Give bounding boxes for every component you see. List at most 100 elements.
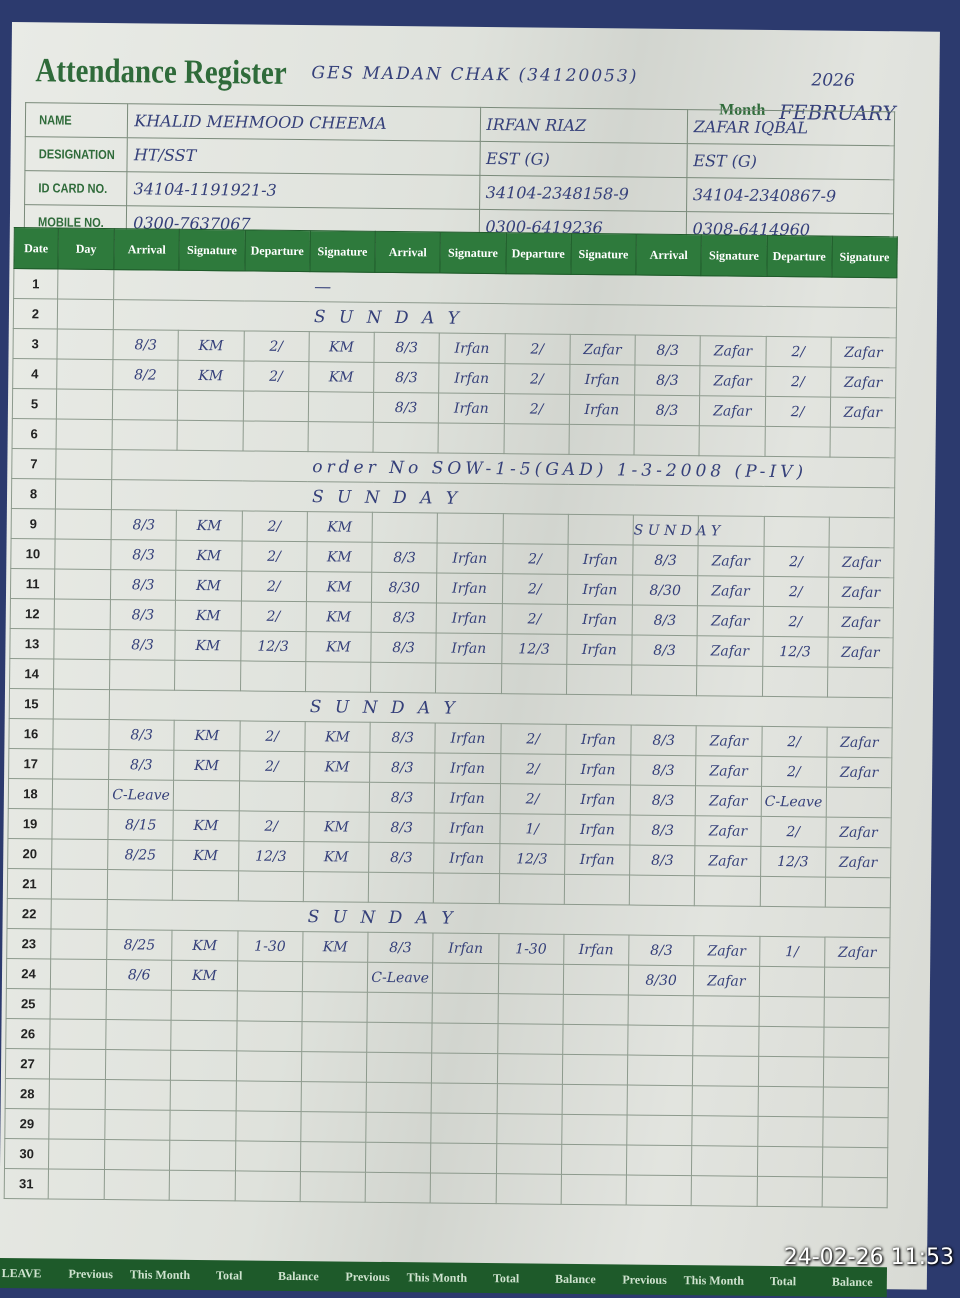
attendance-cell: Zafar xyxy=(824,937,890,968)
day-cell xyxy=(52,718,110,750)
attendance-cell: 8/3 xyxy=(371,602,437,633)
attendance-cell: Irfan xyxy=(564,784,631,816)
column-header-signature: Signature xyxy=(309,230,376,273)
day-cell xyxy=(50,958,107,990)
attendance-cell xyxy=(302,961,368,993)
column-header-departure: Departure xyxy=(766,235,833,278)
day-cell xyxy=(52,778,109,810)
attendance-cell xyxy=(562,1054,628,1086)
attendance-cell: Zafar xyxy=(826,757,892,788)
date-cell: 18 xyxy=(8,778,53,809)
attendance-cell: Zafar xyxy=(694,845,761,877)
attendance-cell: 2/ xyxy=(503,393,570,425)
day-cell xyxy=(49,1048,106,1080)
attendance-cell xyxy=(502,513,569,545)
attendance-cell xyxy=(692,1055,759,1087)
date-cell: 24 xyxy=(6,958,51,989)
attendance-cell xyxy=(699,425,765,457)
attendance-cell: 8/3 xyxy=(110,539,177,571)
row-note: S U N D A Y xyxy=(311,486,462,509)
attendance-cell xyxy=(561,1114,628,1145)
attendance-cell xyxy=(104,1169,170,1201)
attendance-cell: KM xyxy=(306,541,373,573)
row-note: order No SOW-1-5(GAD) 1-3-2008 (P-IV) xyxy=(312,456,808,482)
attendance-cell xyxy=(824,967,890,998)
attendance-cell: 12/3 xyxy=(762,636,828,668)
attendance-cell xyxy=(497,993,564,1025)
attendance-cell xyxy=(366,1022,433,1053)
attendance-cell: Irfan xyxy=(565,724,632,756)
date-cell: 31 xyxy=(4,1168,49,1199)
row-note: S U N D A Y xyxy=(313,306,464,329)
date-cell: 22 xyxy=(7,898,52,929)
attendance-cell xyxy=(366,1052,432,1083)
attendance-cell xyxy=(829,427,896,458)
day-cell xyxy=(51,838,108,870)
column-header-date: Date xyxy=(13,227,59,269)
date-cell: 19 xyxy=(7,808,53,839)
attendance-cell: 8/30 xyxy=(371,572,438,603)
attendance-cell: 8/3 xyxy=(110,569,177,601)
attendance-cell: 2/ xyxy=(499,783,566,815)
attendance-cell xyxy=(827,667,893,698)
attendance-cell xyxy=(174,660,241,691)
attendance-cell: 2/ xyxy=(501,603,568,635)
attendance-cell xyxy=(236,990,303,1022)
attendance-cell: Zafar xyxy=(828,577,894,608)
attendance-cell xyxy=(495,1173,562,1205)
attendance-cell: Irfan xyxy=(567,574,633,606)
attendance-cell: KM xyxy=(175,630,241,661)
attendance-cell xyxy=(433,872,500,904)
attendance-cell: Zafar xyxy=(695,815,761,847)
attendance-cell: 8/3 xyxy=(373,362,440,393)
column-header-signature: Signature xyxy=(179,229,245,271)
attendance-cell: 2/ xyxy=(765,336,831,368)
attendance-cell xyxy=(500,663,567,695)
day-cell xyxy=(48,1138,105,1170)
day-cell xyxy=(54,568,111,600)
attendance-cell: Irfan xyxy=(438,392,505,424)
day-cell xyxy=(55,448,113,480)
attendance-cell xyxy=(235,1080,302,1112)
attendance-cell xyxy=(757,1086,824,1118)
attendance-cell: C-Leave xyxy=(760,786,827,818)
attendance-cell xyxy=(692,1085,758,1117)
attendance-cell: KM xyxy=(305,631,372,663)
attendance-cell xyxy=(300,1081,367,1113)
attendance-cell: Irfan xyxy=(434,782,501,814)
attendance-cell xyxy=(627,1085,693,1116)
attendance-cell xyxy=(692,1115,758,1147)
attendance-cell: KM xyxy=(172,840,239,871)
attendance-cell: 8/3 xyxy=(634,335,701,366)
date-cell: 7 xyxy=(11,448,57,479)
attendance-cell: Zafar xyxy=(825,847,891,878)
attendance-cell: KM xyxy=(177,360,244,391)
attendance-cell: 2/ xyxy=(241,510,308,542)
attendance-cell xyxy=(365,1172,431,1203)
attendance-cell xyxy=(432,992,498,1024)
attendance-cell xyxy=(236,1020,302,1052)
attendance-cell: 8/3 xyxy=(368,842,435,873)
staff-1-name: KHALID MEHMOOD CHEEMA xyxy=(127,103,481,142)
attendance-cell: Irfan xyxy=(436,572,503,604)
attendance-cell: Irfan xyxy=(566,634,633,666)
attendance-cell: 2/ xyxy=(241,540,307,572)
date-cell: 16 xyxy=(8,718,54,749)
date-cell: 13 xyxy=(9,628,55,659)
attendance-cell xyxy=(628,995,694,1026)
attendance-cell xyxy=(373,422,439,453)
attendance-cell: KM xyxy=(302,931,368,963)
attendance-cell: 2/ xyxy=(501,573,568,605)
attendance-cell xyxy=(758,996,825,1028)
id-card-label: ID CARD NO. xyxy=(32,170,120,206)
attendance-cell: 2/ xyxy=(239,750,305,782)
camera-timestamp: 24-02-26 11:53 xyxy=(783,1245,954,1270)
day-cell xyxy=(48,1168,105,1200)
attendance-cell: 12/3 xyxy=(238,840,304,872)
attendance-cell: Irfan xyxy=(436,602,502,634)
attendance-cell: Irfan xyxy=(434,752,501,784)
attendance-cell: 1/ xyxy=(759,936,825,968)
attendance-cell xyxy=(757,1056,824,1088)
footer-label: This Month xyxy=(406,1269,468,1285)
attendance-cell: KM xyxy=(305,601,372,633)
